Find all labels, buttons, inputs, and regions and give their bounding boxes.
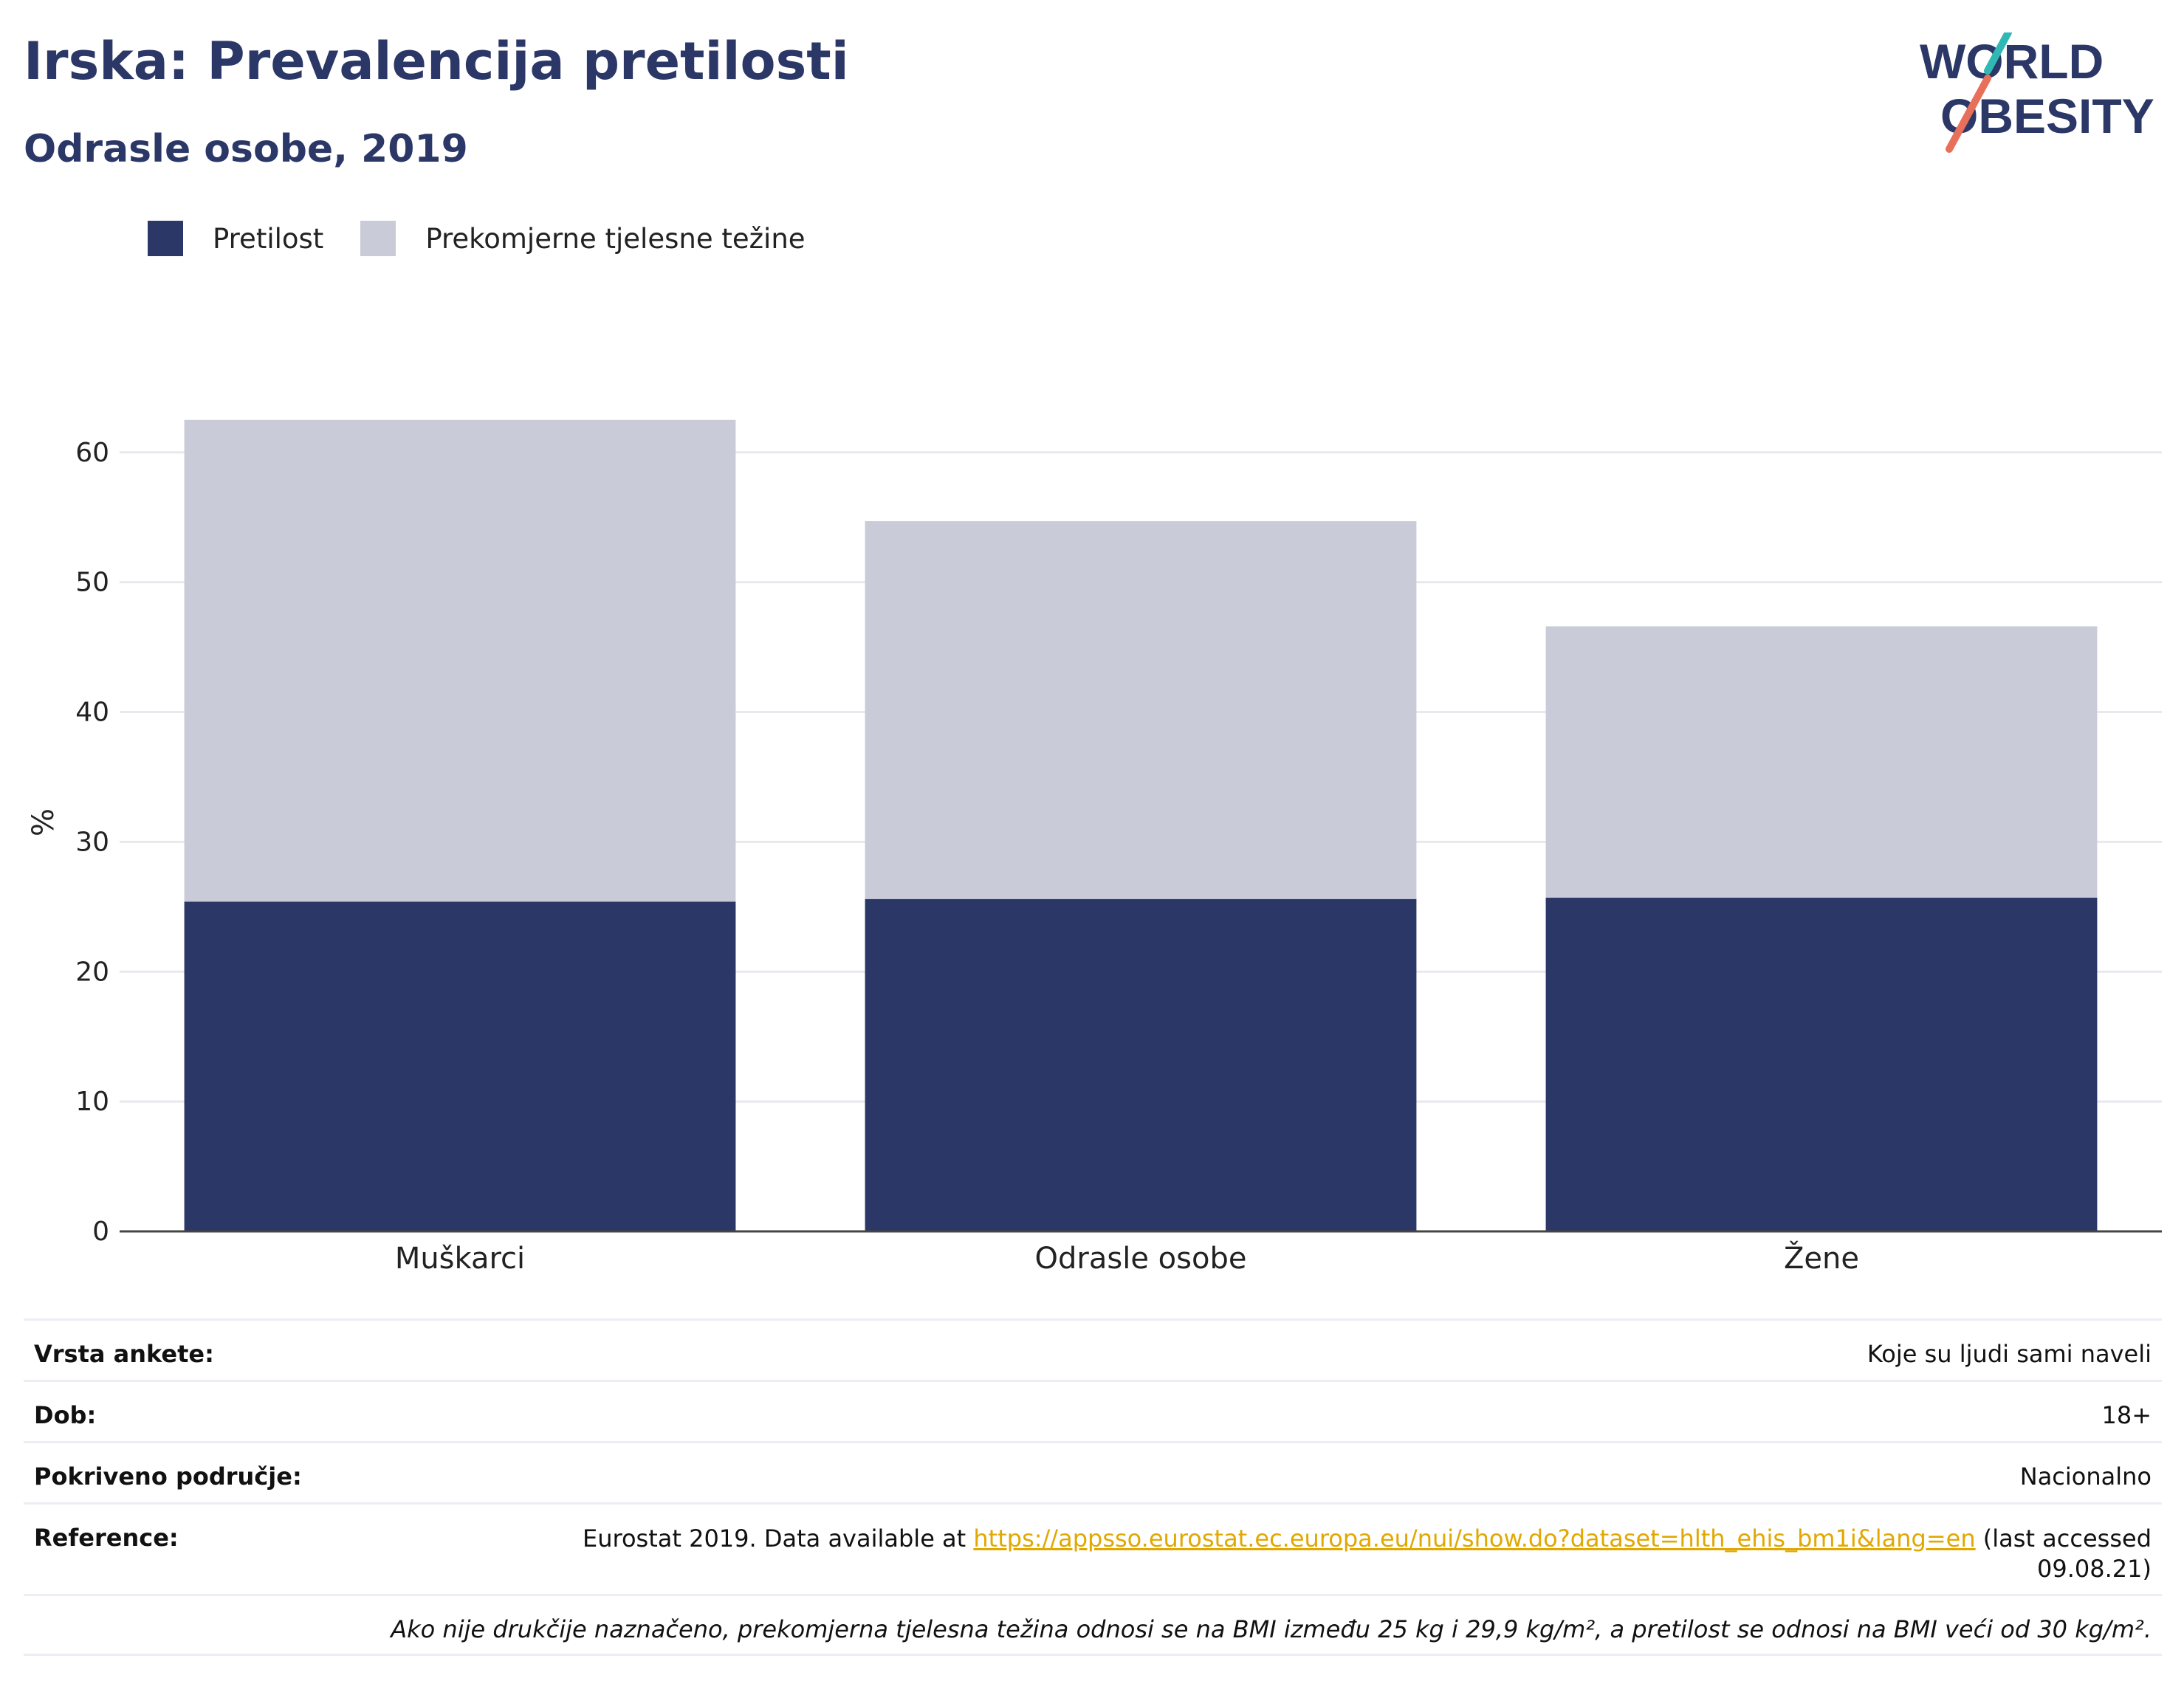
reference-link[interactable]: https://appsso.eurostat.ec.europa.eu/nui… — [973, 1524, 1976, 1553]
y-tick-label: 0 — [92, 1217, 109, 1247]
bar-obesity — [184, 901, 736, 1231]
age-label: Dob: — [34, 1401, 97, 1429]
info-row-coverage: Pokriveno područje: Nacionalno — [24, 1441, 2162, 1502]
info-row-age: Dob: 18+ — [24, 1380, 2162, 1441]
legend-label-overweight: Prekomjerne tjelesne težine — [425, 222, 806, 255]
definition-note: Ako nije drukčije naznačeno, prekomjerna… — [391, 1615, 2152, 1643]
survey-type-value: Koje su ljudi sami naveli — [1867, 1340, 2152, 1368]
reference-suffix: (last accessed 09.08.21) — [1975, 1524, 2152, 1583]
legend-swatch-obesity — [148, 221, 183, 256]
info-table: Vrsta ankete: Koje su ljudi sami naveli … — [24, 1318, 2162, 1656]
world-obesity-logo: WORLD OBESITY — [1920, 32, 2154, 153]
y-tick-label: 50 — [75, 568, 109, 598]
x-tick-label: Žene — [1784, 1240, 1859, 1276]
info-row-reference: Reference: Eurostat 2019. Data available… — [24, 1502, 2162, 1594]
bar-obesity — [865, 898, 1417, 1231]
y-tick-label: 20 — [75, 957, 109, 987]
y-tick-label: 60 — [75, 438, 109, 468]
info-row-note: Ako nije drukčije naznačeno, prekomjerna… — [24, 1594, 2162, 1656]
y-axis-label: % — [27, 808, 61, 836]
age-value: 18+ — [2101, 1401, 2152, 1429]
coverage-value: Nacionalno — [2019, 1462, 2152, 1491]
x-tick-label: Muškarci — [395, 1242, 525, 1276]
y-tick-label: 10 — [75, 1087, 109, 1117]
reference-value: Eurostat 2019. Data available at https:/… — [527, 1524, 2152, 1584]
bar-overweight — [184, 419, 736, 902]
legend-swatch-overweight — [360, 221, 396, 256]
y-tick-label: 30 — [75, 827, 109, 857]
legend-item-overweight[interactable]: Prekomjerne tjelesne težine — [360, 221, 806, 256]
reference-prefix: Eurostat 2019. Data available at — [583, 1524, 974, 1553]
chart-legend: Pretilost Prekomjerne tjelesne težine — [148, 220, 842, 257]
coverage-label: Pokriveno područje: — [34, 1462, 302, 1491]
page-title: Irska: Prevalencija pretilosti — [24, 31, 849, 92]
bar-overweight — [1545, 626, 2098, 898]
bar-obesity — [1545, 898, 2098, 1231]
page-subtitle: Odrasle osobe, 2019 — [24, 127, 468, 171]
reference-label: Reference: — [34, 1524, 179, 1552]
info-row-survey-type: Vrsta ankete: Koje su ljudi sami naveli — [24, 1318, 2162, 1380]
survey-type-label: Vrsta ankete: — [34, 1340, 214, 1368]
bar-overweight — [865, 520, 1417, 899]
logo-line1: WORLD — [1920, 34, 2104, 89]
legend-item-obesity[interactable]: Pretilost — [148, 221, 323, 256]
x-tick-label: Odrasle osobe — [1035, 1242, 1247, 1276]
y-tick-label: 40 — [75, 698, 109, 728]
bar-chart: 0 10 20 30 40 50 60% Muškarci Odrasle osobe Žene — [27, 419, 2162, 1276]
legend-label-obesity: Pretilost — [213, 222, 324, 255]
